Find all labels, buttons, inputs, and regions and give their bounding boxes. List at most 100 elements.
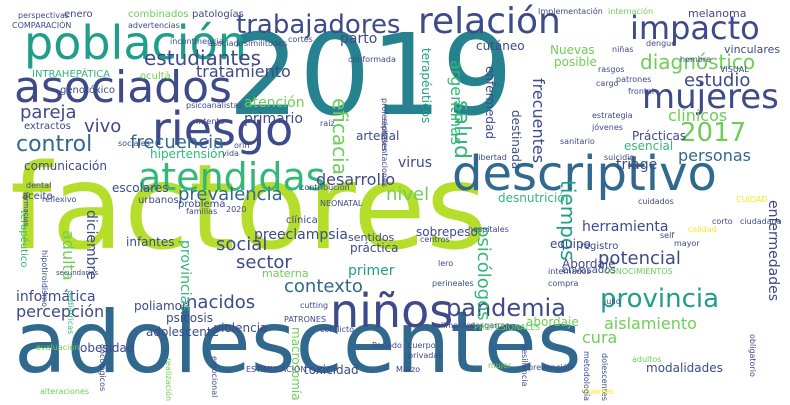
word-terapeutico: terapéutico [18,210,29,268]
word-impacto: impacto [630,9,760,47]
word-urbanos: urbanos [138,195,179,206]
word-factores: factores [10,138,488,276]
word-sector: sector [236,252,292,273]
word-genotoxico: genotóxico [60,85,115,96]
word-desgarros: desgarros [470,321,510,330]
word-social: social [216,234,268,255]
word-marzo: Marzo [396,365,421,374]
word-cargo: cargo [596,79,619,88]
word-aceite: aceite [22,191,53,202]
word-internados: internados [548,267,591,276]
word-sociales: sociales [118,139,150,148]
word-psicosis: psicosis [166,311,213,325]
word-clinicos: clínicos [668,106,728,125]
word-abordaje: abordaje [526,315,579,329]
word-frecuencia: frecuencia [130,132,225,153]
word-obligatorio: obligatorio [748,334,757,377]
word-alteraciones: alteraciones [40,387,90,396]
word-cuidados: cuidados [638,197,674,206]
word-incontinencia: incontinencia [170,37,224,46]
word-psicologos: psicólogos [473,226,494,321]
word-vivo: vivo [84,116,122,137]
word-cuidad: CUIDAD [736,195,768,204]
word-cutting: cutting [300,301,329,310]
word-herramienta: herramienta [582,219,669,235]
word-rasgos: rasgos [598,65,625,74]
word-neonatal: NEONATAL [320,199,363,208]
word-suicidio: suicidio [604,153,635,162]
word-trabajadores: trabajadores [236,10,401,40]
word-extractos: extractos [24,121,71,132]
word-sentidos: sentidos [348,231,395,244]
word-realizacion: realización [164,357,173,401]
word-vida: vida [222,149,239,158]
word-pareja: pareja [20,102,77,123]
word-mujer: mujer [488,361,512,370]
word-primer: primer [348,263,395,279]
word-2020: 2020 [226,205,247,214]
word-clinica: clínica [286,215,318,226]
word-personas: personas [678,146,751,165]
word-informatica: informática [16,289,96,305]
word-2019: 2019 [228,11,514,141]
word-fuertes: Fuertes [584,387,614,396]
word-argentinas: argentinas [447,60,466,146]
word-similitudes: similitudes [244,39,288,48]
word-familias: familias [186,207,218,216]
word-desarrollo: desarrollo [316,170,396,189]
word-aislamiento: aislamiento [604,314,697,333]
word-patrones: patrones [616,75,652,84]
word-frontal: frontal [628,87,655,96]
word-conflicto: conflicto [320,325,355,334]
word-centros: centros [420,235,450,244]
word-modalidades: modalidades [646,361,723,375]
word-corto: corto [712,217,733,226]
word-orin: orín [234,141,250,150]
word-mayor: mayor [674,239,700,248]
word-sobrepeso: sobrepeso [416,225,478,239]
word-secundarias: secundarias [56,269,99,277]
word-cura: cura [582,328,618,347]
word-comunicacion: comunicación [24,159,108,173]
word-adulta: adulta [59,230,78,281]
word-adolescente: adolescente [146,325,219,339]
word-farmacias: farmacias [22,192,30,227]
word-visual: VISUAL [720,65,749,74]
word-resiliencia: resiliencia [520,346,529,387]
word-ciudadana: ciudadana [740,217,782,226]
word-internacion: internación [608,7,654,16]
word-reflexivo: reflexivo [42,195,77,204]
word-patrones: PATRONES [284,315,327,324]
word-descriptivo: descriptivo [452,146,717,202]
word-mujeres: mujeres [642,77,779,117]
word-diciembre: diciembre [83,210,99,280]
word-adolescentes: adolescentes [14,293,582,393]
word-estudiantes: estudiantes [144,46,261,70]
word-oncologicos: oncológicos [98,344,107,392]
word-pandemia: pandemia [446,294,566,322]
word-virus: virus [398,155,433,171]
word-hipotiroidismo: hipotiroidismo [40,250,49,308]
word-vinculares: vinculares [724,43,781,56]
word-estrategia: estrategia [592,111,633,120]
word-frecuentes: frecuentes [529,78,548,164]
word-control: control [16,132,93,157]
word-melanoma: melanoma [688,7,747,20]
word-problema: problema [178,199,226,210]
word-obesidad: obesidad [80,341,135,355]
word-equipo: equipo [550,237,591,251]
word-provincias: provincias [177,240,193,312]
word-escolares: escolares [112,181,169,195]
word-nivel: nivel [386,184,430,205]
word-perineales: perineales [432,279,474,288]
word-percepcion: percepción [16,302,105,321]
word-hospitales: hospitales [468,225,509,234]
word-riesgo: riesgo [152,102,294,156]
word-pediatricas: pediátricas [66,290,75,335]
word-nuevas: Nuevas [550,43,595,57]
word-hombre: hombre [680,55,711,64]
word-combinados: combinados [128,9,189,20]
word-cuerpo: cuerpo [408,341,436,350]
word-primario: primario [244,111,303,127]
word-asociado: asociado [208,39,244,48]
